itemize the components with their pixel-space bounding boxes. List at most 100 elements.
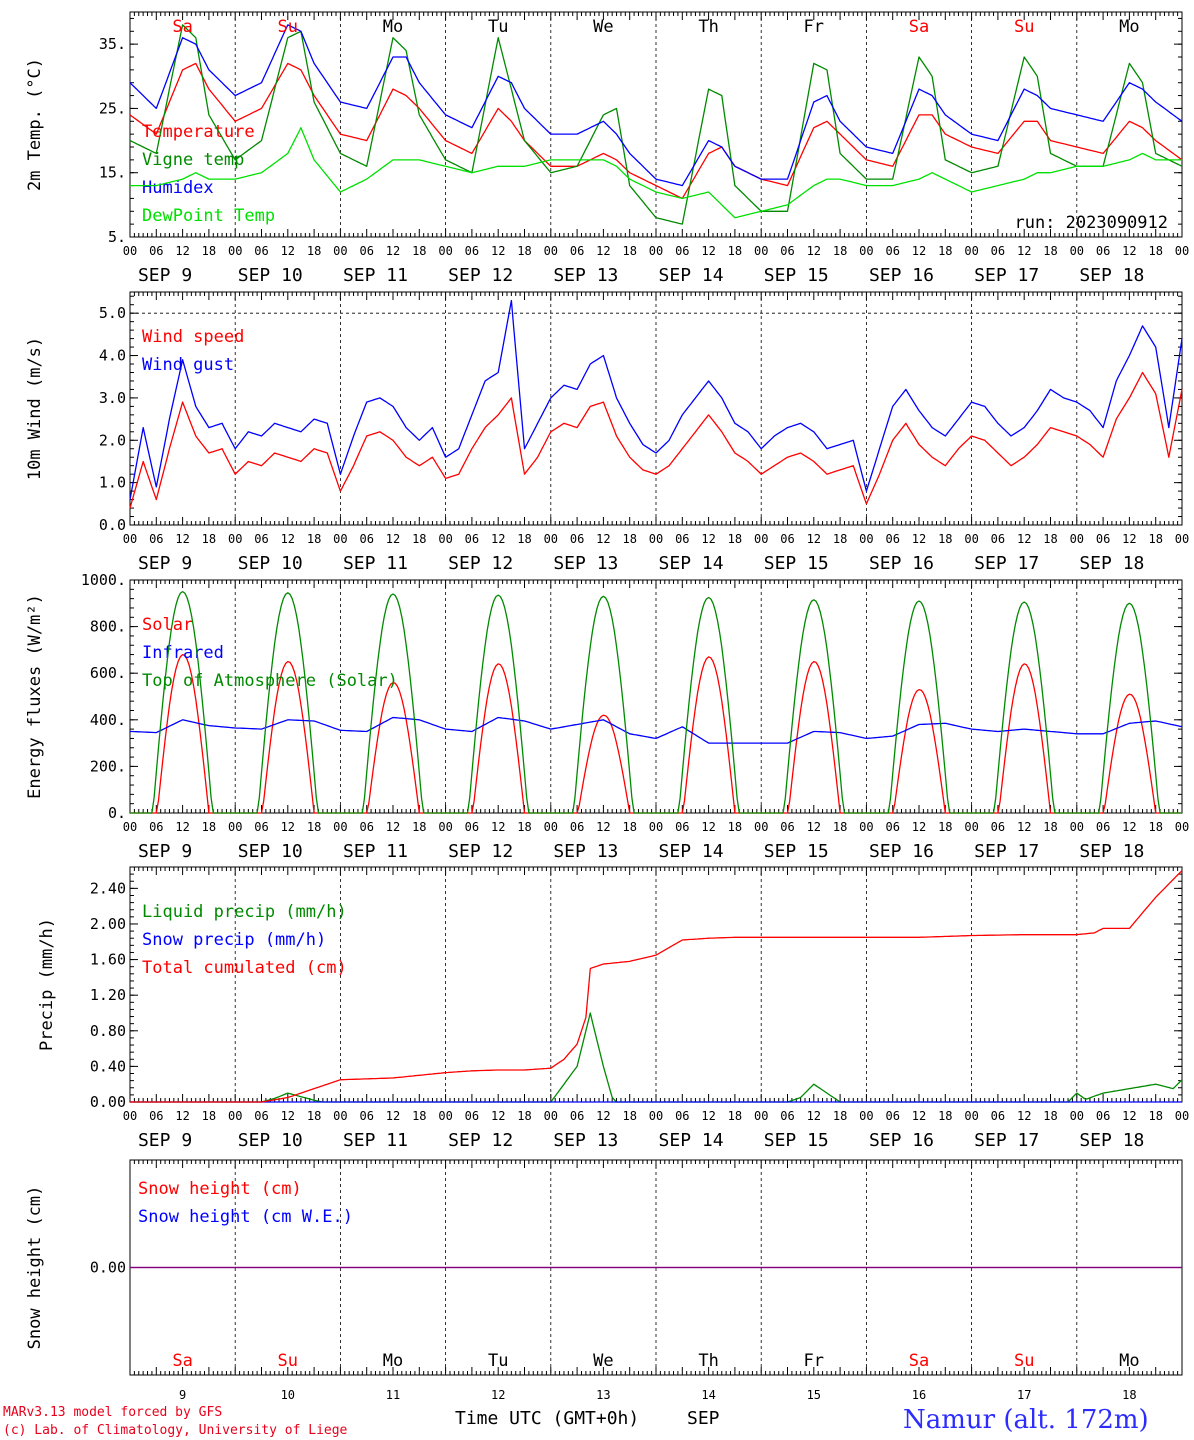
day-number-label: 13 — [596, 1388, 610, 1402]
hour-tick-label: 06 — [780, 1109, 794, 1123]
y-tick-label: 0.00 — [90, 1259, 126, 1277]
hour-tick-label: 06 — [885, 532, 899, 546]
y-tick-label: 25. — [99, 99, 126, 117]
y-tick-label: 4.0 — [99, 347, 126, 365]
hour-tick-label: 00 — [1175, 532, 1189, 546]
hour-tick-label: 12 — [1017, 1109, 1031, 1123]
date-label: SEP 15 — [764, 841, 829, 862]
hour-tick-label: 00 — [859, 532, 873, 546]
hour-tick-label: 00 — [1070, 244, 1084, 258]
hour-tick-label: 06 — [780, 532, 794, 546]
weekday-label: Sa — [909, 1351, 929, 1371]
y-tick-label: 15. — [99, 164, 126, 182]
hour-tick-label: 18 — [622, 820, 636, 834]
weekday-label: Tu — [488, 1351, 508, 1371]
hour-tick-label: 18 — [202, 532, 216, 546]
hour-tick-label: 06 — [885, 244, 899, 258]
hour-tick-label: 18 — [517, 244, 531, 258]
y-tick-label: 600. — [90, 664, 126, 682]
hour-tick-label: 12 — [701, 820, 715, 834]
hour-tick-label: 06 — [780, 244, 794, 258]
hour-tick-label: 18 — [307, 244, 321, 258]
y-tick-label: 0.00 — [90, 1093, 126, 1111]
hour-tick-label: 18 — [412, 244, 426, 258]
hour-tick-label: 06 — [675, 820, 689, 834]
y-tick-label: 800. — [90, 618, 126, 636]
weekday-label: Su — [1014, 17, 1034, 37]
y-tick-label: 2.40 — [90, 879, 126, 897]
hour-tick-label: 18 — [202, 244, 216, 258]
hour-tick-label: 00 — [1175, 244, 1189, 258]
hour-tick-label: 06 — [465, 532, 479, 546]
y-tick-label: 35. — [99, 35, 126, 53]
legend-entry: DewPoint Temp — [142, 206, 275, 226]
date-label: SEP 10 — [238, 841, 303, 862]
legend-entry: Liquid precip (mm/h) — [142, 902, 347, 922]
hour-tick-label: 06 — [885, 820, 899, 834]
hour-tick-label: 06 — [359, 820, 373, 834]
hour-tick-label: 06 — [991, 1109, 1005, 1123]
date-label: SEP 14 — [659, 553, 724, 574]
hour-tick-label: 12 — [701, 532, 715, 546]
weekday-label: Sa — [909, 17, 929, 37]
plot-frame — [129, 11, 1183, 238]
panel-3: 0. 200. 400. 600. 800. 1000. Energy fluxes (W/… — [25, 571, 1189, 862]
weekday-label: We — [593, 17, 613, 37]
hour-tick-label: 00 — [228, 820, 242, 834]
hour-tick-label: 18 — [307, 532, 321, 546]
date-label: SEP 14 — [659, 265, 724, 286]
hour-tick-label: 18 — [622, 1109, 636, 1123]
date-label: SEP 18 — [1079, 553, 1144, 574]
date-label: SEP 14 — [659, 841, 724, 862]
panel-2: 0.0 1.0 2.0 3.0 4.0 5.0 10m Wind (m/s) Wind spe… — [25, 291, 1189, 574]
hour-tick-label: 00 — [649, 1109, 663, 1123]
series-vigne-temp — [129, 24, 1183, 225]
hour-tick-label: 06 — [1096, 532, 1110, 546]
date-label: SEP 9 — [138, 553, 192, 574]
weekday-label: Su — [278, 1351, 298, 1371]
hour-tick-label: 18 — [833, 532, 847, 546]
hour-tick-label: 18 — [728, 532, 742, 546]
date-label: SEP 12 — [448, 841, 513, 862]
hour-tick-label: 18 — [938, 532, 952, 546]
hour-tick-label: 12 — [386, 1109, 400, 1123]
hour-tick-label: 18 — [833, 244, 847, 258]
chart-panels: 5. 15. 25. 35. 2m Temp. (°C) Temperature Vigne… — [25, 11, 1189, 1402]
hour-tick-label: 00 — [333, 1109, 347, 1123]
weekday-label: Th — [698, 17, 718, 37]
date-label: SEP 15 — [764, 553, 829, 574]
hour-tick-label: 12 — [491, 244, 505, 258]
y-tick-label: 5. — [108, 228, 126, 246]
hour-tick-label: 00 — [544, 532, 558, 546]
hour-tick-label: 06 — [1096, 244, 1110, 258]
hour-tick-label: 06 — [254, 1109, 268, 1123]
date-label: SEP 9 — [138, 1130, 192, 1151]
hour-tick-label: 00 — [123, 532, 137, 546]
date-label: SEP 10 — [238, 1130, 303, 1151]
date-label: SEP 12 — [448, 1130, 513, 1151]
hour-tick-label: 12 — [596, 532, 610, 546]
date-label: SEP 16 — [869, 265, 934, 286]
date-label: SEP 16 — [869, 553, 934, 574]
series-humidex — [129, 24, 1183, 187]
date-label: SEP 15 — [764, 265, 829, 286]
date-label: SEP 9 — [138, 265, 192, 286]
hour-tick-label: 18 — [1148, 820, 1162, 834]
hour-tick-label: 18 — [307, 1109, 321, 1123]
y-tick-label: 400. — [90, 711, 126, 729]
y-tick-label: 0.0 — [99, 516, 126, 534]
date-label: SEP 11 — [343, 265, 408, 286]
hour-tick-label: 18 — [833, 820, 847, 834]
y-axis-label: 2m Temp. (°C) — [25, 58, 45, 191]
hour-tick-label: 12 — [701, 1109, 715, 1123]
date-label: SEP 11 — [343, 1130, 408, 1151]
hour-tick-label: 06 — [465, 1109, 479, 1123]
legend-entry: Humidex — [142, 178, 214, 198]
y-tick-label: 0.80 — [90, 1022, 126, 1040]
series-wind-gust — [129, 299, 1183, 500]
hour-tick-label: 12 — [175, 532, 189, 546]
hour-tick-label: 00 — [859, 244, 873, 258]
hour-tick-label: 12 — [1122, 1109, 1136, 1123]
y-tick-label: 3.0 — [99, 389, 126, 407]
y-axis-label: 10m Wind (m/s) — [25, 337, 45, 480]
